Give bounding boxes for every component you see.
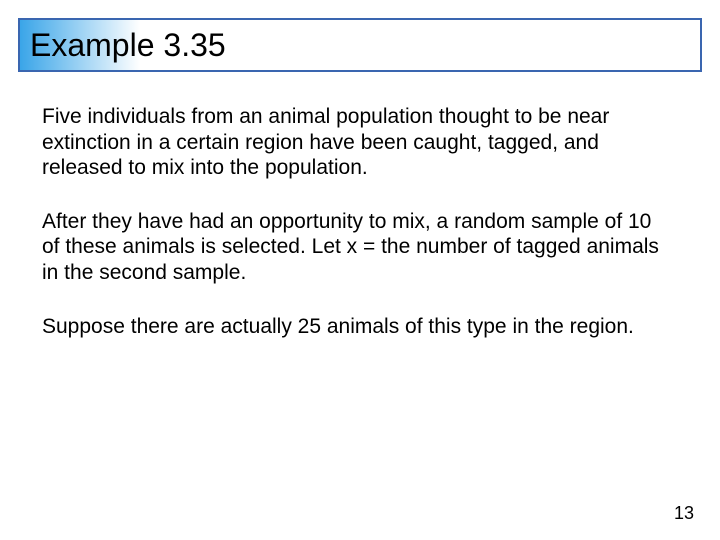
- paragraph-3: Suppose there are actually 25 animals of…: [42, 314, 672, 340]
- slide: Example 3.35 Five individuals from an an…: [0, 0, 720, 540]
- slide-title: Example 3.35: [20, 27, 226, 64]
- page-number: 13: [674, 503, 694, 524]
- slide-body: Five individuals from an animal populati…: [42, 104, 672, 367]
- title-box: Example 3.35: [18, 18, 702, 72]
- paragraph-2: After they have had an opportunity to mi…: [42, 209, 672, 286]
- paragraph-1: Five individuals from an animal populati…: [42, 104, 672, 181]
